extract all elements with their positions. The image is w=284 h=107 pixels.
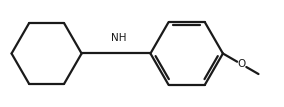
Text: NH: NH	[111, 33, 126, 43]
Text: O: O	[238, 59, 246, 69]
